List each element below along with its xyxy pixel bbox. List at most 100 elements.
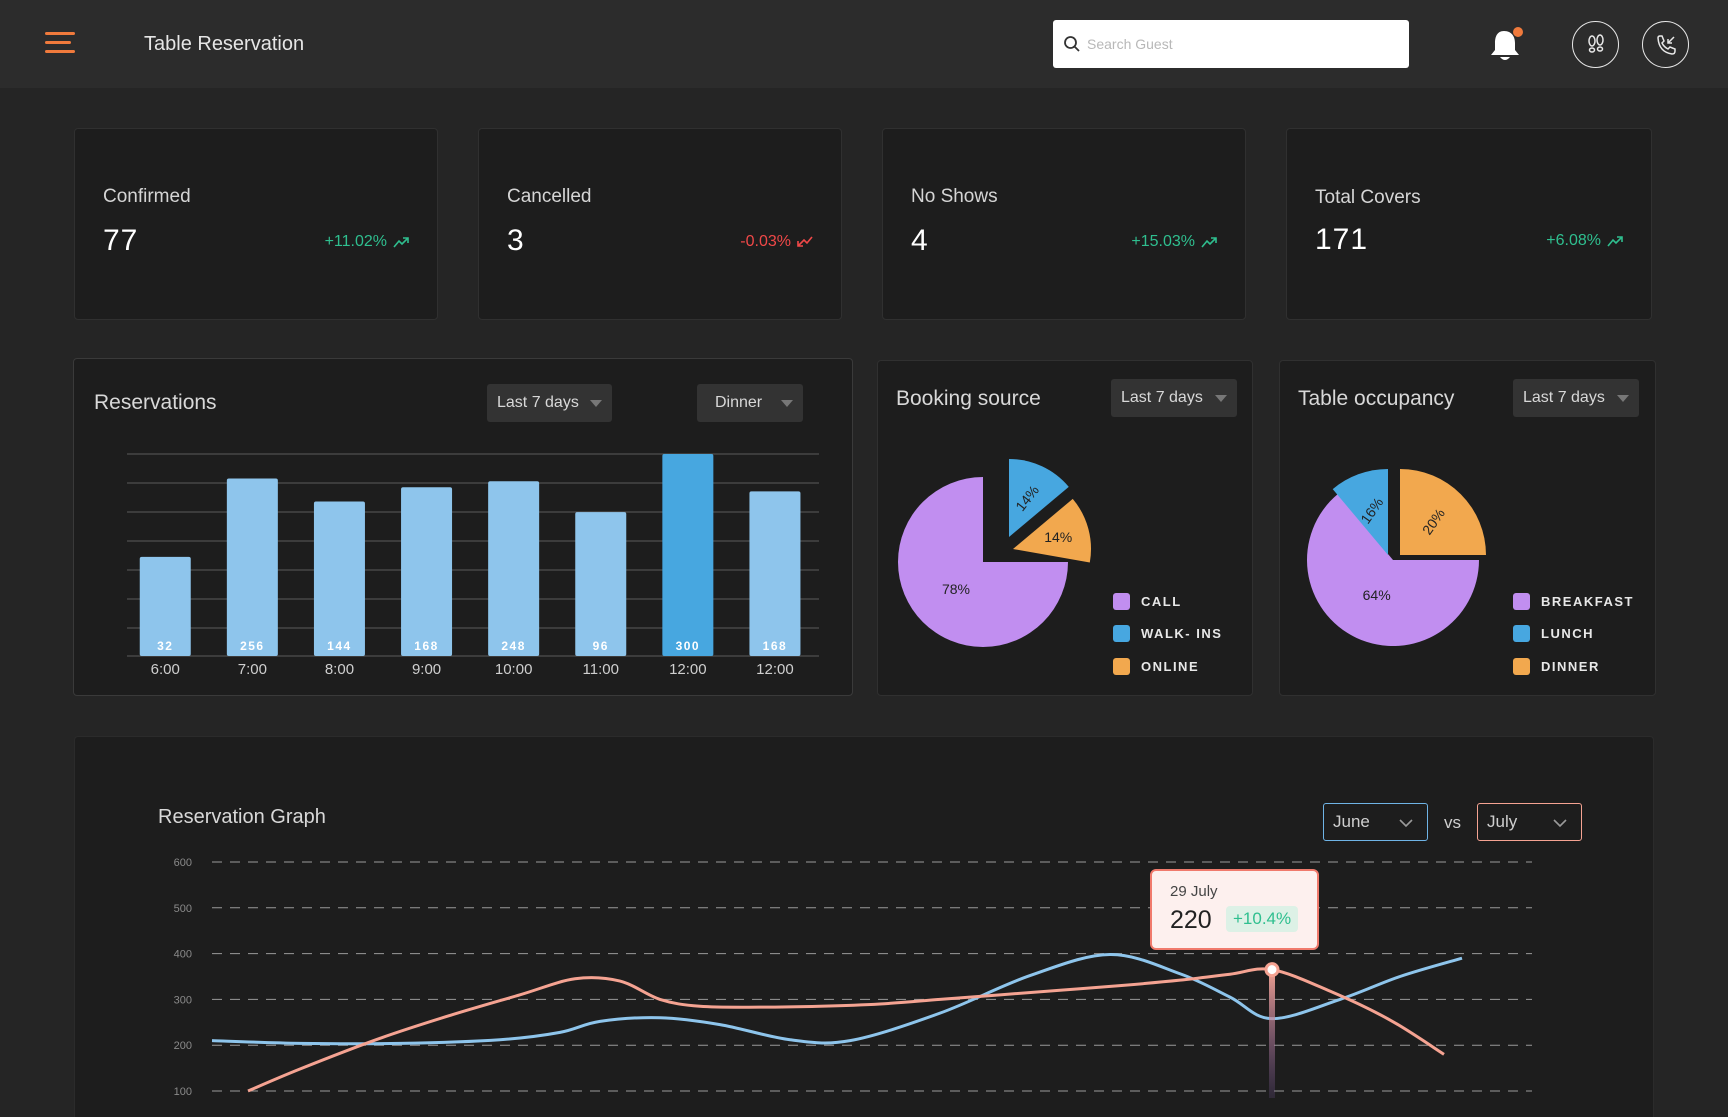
search-icon — [1064, 36, 1080, 52]
legend-label: CALL — [1141, 594, 1182, 609]
bar — [662, 454, 714, 656]
stat-card-total-covers[interactable]: Total Covers 171 +6.08% — [1286, 128, 1652, 320]
legend-item-walk-ins: WALK- INS — [1113, 625, 1222, 642]
legend-item-breakfast: BREAKFAST — [1513, 593, 1634, 610]
dropdown-value: Last 7 days — [1523, 389, 1605, 406]
trend-down-icon — [797, 236, 813, 247]
x-tick-label: 8:00 — [325, 661, 354, 678]
booking-source-panel: Booking source Last 7 days CALL WALK- IN… — [877, 360, 1253, 696]
legend-item-dinner: DINNER — [1513, 658, 1600, 675]
legend-item-lunch: LUNCH — [1513, 625, 1594, 642]
legend-label: DINNER — [1541, 659, 1600, 674]
tooltip-date: 29 July — [1170, 883, 1218, 900]
bar-value-label: 248 — [501, 639, 526, 653]
stat-change: +15.03% — [1131, 233, 1217, 251]
bar-value-label: 168 — [763, 639, 788, 653]
legend-swatch — [1113, 625, 1130, 642]
trend-up-icon — [1201, 237, 1217, 248]
legend-swatch — [1513, 593, 1530, 610]
stat-label: Confirmed — [103, 186, 191, 207]
page-title: Table Reservation — [144, 33, 305, 55]
x-tick-label: 12:00 — [756, 661, 794, 678]
menu-icon[interactable] — [45, 32, 75, 56]
x-tick-label: 11:00 — [583, 661, 619, 678]
x-tick-label: 6:00 — [151, 661, 180, 678]
vs-label: vs — [1444, 813, 1461, 832]
footsteps-icon — [1588, 34, 1604, 53]
select-value: July — [1487, 812, 1518, 831]
legend-swatch — [1513, 658, 1530, 675]
stat-card-confirmed[interactable]: Confirmed 77 +11.02% — [74, 128, 438, 320]
bar — [226, 478, 278, 656]
tooltip-change-badge: +10.4% — [1226, 906, 1299, 932]
stat-value: 171 — [1315, 223, 1369, 256]
chevron-down-icon — [1553, 819, 1567, 828]
chevron-down-icon — [1399, 819, 1413, 828]
bell-icon[interactable] — [1488, 26, 1524, 64]
legend-label: ONLINE — [1141, 659, 1200, 674]
trend-up-icon — [393, 237, 409, 248]
legend-item-online: ONLINE — [1113, 658, 1199, 675]
stat-label: No Shows — [911, 186, 998, 207]
period-dropdown[interactable]: Last 7 days — [487, 384, 612, 422]
stat-change: -0.03% — [740, 233, 813, 251]
stat-change-text: -0.03% — [740, 233, 791, 250]
trend-up-icon — [1607, 236, 1623, 247]
legend-swatch — [1113, 593, 1130, 610]
bar — [488, 481, 540, 656]
x-tick-label: 9:00 — [412, 661, 441, 678]
bar-value-label: 32 — [157, 639, 173, 653]
stat-label: Cancelled — [507, 186, 592, 207]
tooltip-value: 220 — [1170, 906, 1212, 934]
search-input[interactable] — [1087, 20, 1397, 68]
bar — [749, 491, 801, 656]
bar — [139, 556, 191, 656]
panel-title: Table occupancy — [1298, 387, 1455, 410]
phone-incoming-icon — [1657, 35, 1676, 55]
legend-label: LUNCH — [1541, 626, 1594, 641]
x-tick-label: 12:00 — [669, 661, 707, 678]
phone-button[interactable] — [1642, 21, 1689, 68]
stat-value: 77 — [103, 224, 139, 257]
caret-down-icon — [590, 400, 602, 407]
legend-label: BREAKFAST — [1541, 594, 1634, 609]
stat-change-text: +6.08% — [1546, 232, 1601, 249]
period-dropdown[interactable]: Last 7 days — [1111, 379, 1237, 417]
footsteps-button[interactable] — [1572, 21, 1619, 68]
bar-value-label: 96 — [593, 639, 609, 653]
reservation-graph-panel: Reservation Graph June vs July — [74, 736, 1654, 1117]
table-occupancy-panel: Table occupancy Last 7 days BREAKFAST LU… — [1279, 360, 1656, 696]
meal-dropdown[interactable]: Dinner — [697, 384, 803, 422]
stat-value: 3 — [507, 224, 525, 257]
panel-title: Reservation Graph — [158, 806, 326, 828]
stat-card-cancelled[interactable]: Cancelled 3 -0.03% — [478, 128, 842, 320]
stat-value: 4 — [911, 224, 929, 257]
caret-down-icon — [1617, 395, 1629, 402]
reservations-panel: Reservations Last 7 days Dinner — [73, 358, 853, 696]
compare-month-a-select[interactable]: June — [1323, 803, 1428, 841]
x-tick-label: 7:00 — [238, 661, 267, 678]
bar-value-label: 168 — [414, 639, 439, 653]
bar-value-label: 144 — [327, 639, 352, 653]
stat-change: +6.08% — [1546, 232, 1623, 250]
caret-down-icon — [781, 400, 793, 407]
dropdown-value: Last 7 days — [497, 394, 579, 411]
bar-value-label: 256 — [240, 639, 265, 653]
chart-tooltip: 29 July 220 +10.4% — [1150, 869, 1319, 950]
compare-month-b-select[interactable]: July — [1477, 803, 1582, 841]
dropdown-value: Last 7 days — [1121, 389, 1203, 406]
period-dropdown[interactable]: Last 7 days — [1513, 379, 1639, 417]
legend-swatch — [1113, 658, 1130, 675]
x-tick-label: 10:00 — [495, 661, 533, 678]
bar-value-label: 300 — [676, 639, 701, 653]
stat-change-text: +11.02% — [324, 233, 387, 250]
search-box[interactable] — [1053, 20, 1409, 68]
stat-card-no-shows[interactable]: No Shows 4 +15.03% — [882, 128, 1246, 320]
bar — [575, 512, 627, 656]
dropdown-value: Dinner — [715, 394, 763, 411]
stat-change: +11.02% — [325, 233, 409, 251]
panel-title: Reservations — [94, 391, 217, 414]
legend-label: WALK- INS — [1141, 626, 1223, 641]
legend-item-call: CALL — [1113, 593, 1182, 610]
